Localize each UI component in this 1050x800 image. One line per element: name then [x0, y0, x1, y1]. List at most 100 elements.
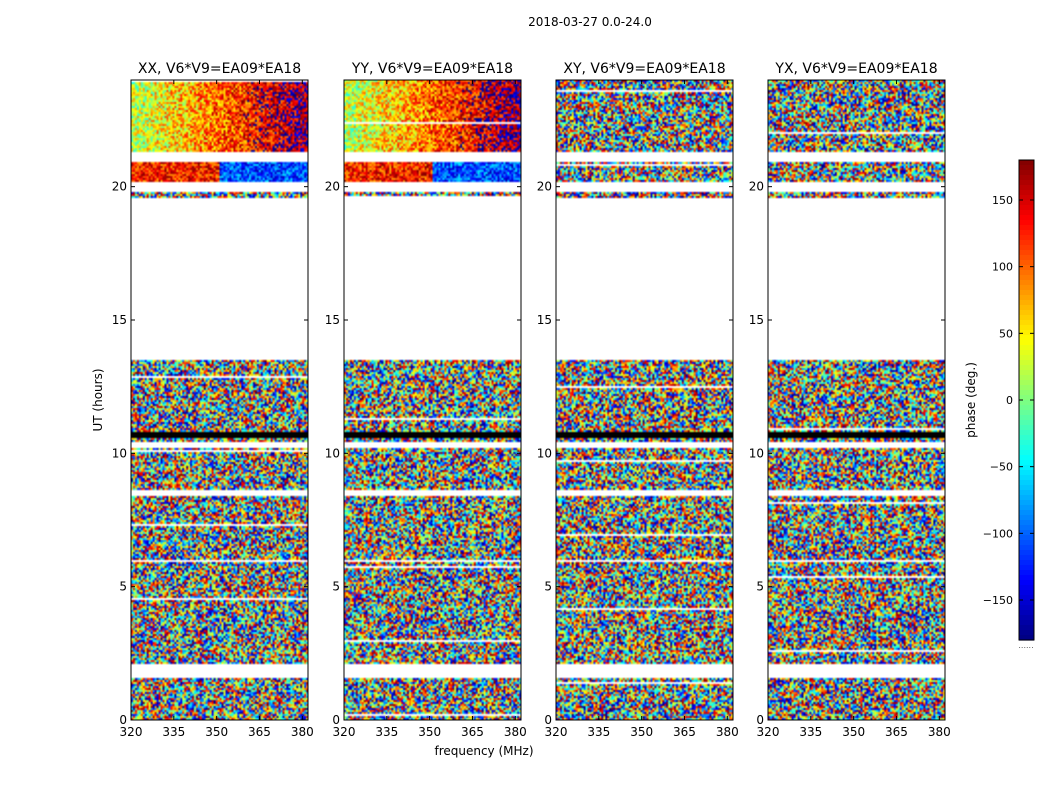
y-tick-label: 5 [544, 580, 552, 594]
colorbar-segment [1019, 465, 1034, 471]
colorbar-segment [1019, 485, 1034, 491]
x-tick-label: 365 [673, 725, 696, 739]
x-tick-label: 380 [504, 725, 527, 739]
colorbar-segment [1019, 515, 1034, 521]
colorbar-segment [1019, 165, 1034, 171]
x-tick-label: 365 [461, 725, 484, 739]
colorbar-segment [1019, 560, 1034, 566]
y-tick-label: 10 [325, 446, 340, 460]
y-tick-label: 0 [332, 713, 340, 727]
colorbar-segment [1019, 265, 1034, 271]
colorbar-segment [1019, 450, 1034, 456]
colorbar-segment [1019, 620, 1034, 626]
colorbar-segment [1019, 565, 1034, 571]
y-tick-label: 15 [112, 313, 127, 327]
colorbar-segment [1019, 625, 1034, 631]
colorbar-segment [1019, 570, 1034, 576]
colorbar-segment [1019, 435, 1034, 441]
colorbar-segment [1019, 425, 1034, 431]
colorbar-tick-label: −150 [983, 594, 1013, 607]
x-tick-label: 365 [885, 725, 908, 739]
figure-title: 2018-03-27 0.0-24.0 [528, 15, 652, 29]
colorbar-segment [1019, 430, 1034, 436]
colorbar-segment [1019, 415, 1034, 421]
colorbar-segment [1019, 535, 1034, 541]
colorbar-segment [1019, 475, 1034, 481]
colorbar-label: phase (deg.) [964, 362, 978, 438]
colorbar-segment [1019, 205, 1034, 211]
colorbar-segment [1019, 540, 1034, 546]
colorbar-extra-label: ...... [1018, 641, 1033, 650]
colorbar-segment [1019, 215, 1034, 221]
x-tick-label: 320 [545, 725, 568, 739]
colorbar-segment [1019, 225, 1034, 231]
y-tick-label: 0 [119, 713, 127, 727]
colorbar-segment [1019, 420, 1034, 426]
colorbar-segment [1019, 275, 1034, 281]
y-tick-label: 20 [537, 180, 552, 194]
colorbar-segment [1019, 440, 1034, 446]
panel-yx: YX, V6*V9=EA09*EA18 320 335 350 365 380 0 5 10 15… [749, 61, 951, 739]
x-tick-label: 380 [716, 725, 739, 739]
phase-heatmap-yy [344, 80, 521, 720]
colorbar-segment [1019, 395, 1034, 401]
y-tick-label: 0 [544, 713, 552, 727]
colorbar-segment [1019, 555, 1034, 561]
y-tick-label: 15 [537, 313, 552, 327]
x-tick-label: 320 [757, 725, 780, 739]
colorbar-segment [1019, 390, 1034, 396]
panel-xx: XX, V6*V9=EA09*EA18 320 335 350 365 380 0 5 10 15… [112, 61, 314, 739]
y-tick-label: 10 [112, 446, 127, 460]
axes-frame [767, 79, 946, 721]
x-axis-label: frequency (MHz) [434, 744, 533, 758]
panel-title: XX, V6*V9=EA09*EA18 [138, 61, 301, 77]
colorbar-segment [1019, 630, 1034, 636]
colorbar-segment [1019, 200, 1034, 206]
colorbar-segment [1019, 210, 1034, 216]
colorbar-segment [1019, 460, 1034, 466]
colorbar-segment [1019, 595, 1034, 601]
colorbar-segment [1019, 320, 1034, 326]
x-tick-label: 320 [120, 725, 143, 739]
colorbar-segment [1019, 385, 1034, 391]
y-tick-label: 15 [325, 313, 340, 327]
colorbar-segment [1019, 240, 1034, 246]
colorbar-tick-label: 50 [999, 327, 1013, 340]
colorbar-segment [1019, 310, 1034, 316]
colorbar-segment [1019, 520, 1034, 526]
colorbar-segment [1019, 510, 1034, 516]
phase-heatmap-xy [556, 80, 733, 720]
x-tick-label: 335 [375, 725, 398, 739]
x-tick-label: 335 [587, 725, 610, 739]
colorbar-segment [1019, 245, 1034, 251]
y-tick-label: 0 [756, 713, 764, 727]
panel-title: YY, V6*V9=EA09*EA18 [351, 61, 513, 77]
colorbar-segment [1019, 160, 1034, 166]
colorbar-segment [1019, 530, 1034, 536]
y-tick-label: 10 [749, 446, 764, 460]
colorbar-segment [1019, 495, 1034, 501]
colorbar-segment [1019, 445, 1034, 451]
colorbar-tick-label: 100 [992, 261, 1013, 274]
colorbar-tick-label: 0 [1006, 394, 1013, 407]
y-tick-label: 10 [537, 446, 552, 460]
axes-frame [555, 79, 734, 721]
colorbar-segment [1019, 280, 1034, 286]
phase-heatmap-xx [131, 80, 308, 720]
colorbar-segment [1019, 305, 1034, 311]
axes-frame [343, 79, 522, 721]
colorbar-segment [1019, 220, 1034, 226]
panel-yy: YY, V6*V9=EA09*EA18 320 335 350 365 380 0 5 10 15… [325, 61, 527, 739]
colorbar-segment [1019, 190, 1034, 196]
panel-title: YX, V6*V9=EA09*EA18 [774, 61, 937, 77]
colorbar-segment [1019, 455, 1034, 461]
colorbar-segment [1019, 230, 1034, 236]
colorbar-segment [1019, 195, 1034, 201]
y-tick-label: 5 [332, 580, 340, 594]
colorbar-segment [1019, 505, 1034, 511]
colorbar-segment [1019, 380, 1034, 386]
y-tick-label: 20 [112, 180, 127, 194]
colorbar-segment [1019, 375, 1034, 381]
colorbar-segment [1019, 550, 1034, 556]
